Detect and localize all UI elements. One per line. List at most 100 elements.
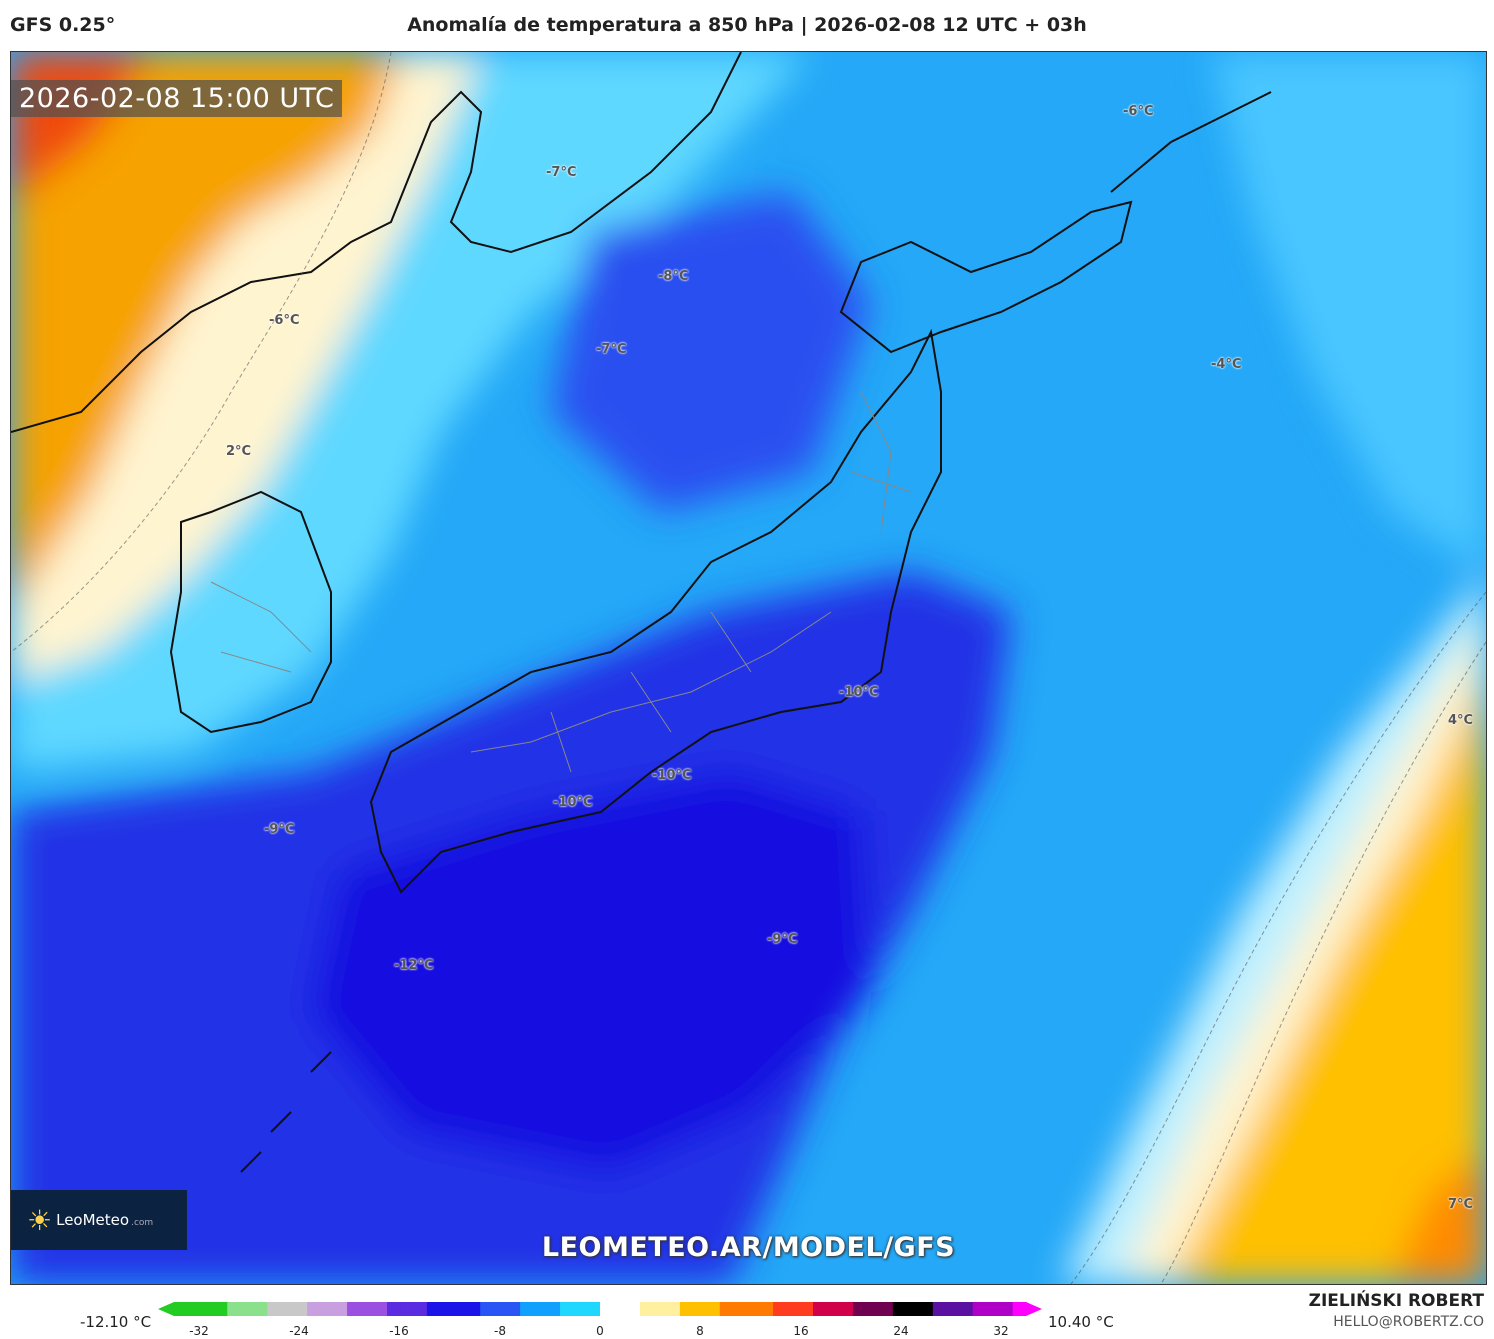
colorbar-segment: [373, 1302, 388, 1316]
colorbar-segment: [320, 1302, 335, 1316]
map-label: 7°C: [1448, 1197, 1474, 1212]
prefecture-borders: [210, 391, 912, 773]
colorbar-segment: [493, 1302, 508, 1316]
colorbar-segment: [1012, 1302, 1027, 1316]
colorbar: [158, 1302, 1042, 1316]
source-watermark: LEOMETEO.AR/MODEL/GFS: [541, 1232, 956, 1263]
scale-max-label: 10.40 °C: [1048, 1313, 1114, 1331]
colorbar-segment: [946, 1302, 961, 1316]
colorbar-segment: [573, 1302, 588, 1316]
colorbar-segment: [972, 1302, 987, 1316]
colorbar-segment: [560, 1302, 574, 1316]
map-title: Anomalía de temperatura a 850 hPa | 2026…: [407, 14, 1087, 36]
colorbar-segment: [932, 1302, 947, 1316]
colorbar-segment: [586, 1302, 601, 1316]
colorbar-tick: -8: [494, 1324, 506, 1338]
sun-icon: ☀: [27, 1203, 53, 1237]
colorbar-segment: [280, 1302, 295, 1316]
colorbar-segment: [959, 1302, 974, 1316]
colorbar-segment: [653, 1302, 668, 1316]
map-canvas: [11, 52, 1486, 1284]
colorbar-segment: [440, 1302, 455, 1316]
colorbar-tick: -32: [189, 1324, 209, 1338]
contour-lines: [11, 52, 1486, 1284]
colorbar-segment: [267, 1302, 282, 1316]
map-label: 2°C: [226, 444, 252, 459]
map-label: 4°C: [1448, 713, 1474, 728]
map-label: -6°C: [269, 313, 300, 328]
valid-time-badge: 2026-02-08 15:00 UTC: [11, 80, 343, 117]
colorbar-tick: 0: [596, 1324, 604, 1338]
colorbar-segment: [360, 1302, 375, 1316]
colorbar-segment: [400, 1302, 415, 1316]
colorbar-tick: -16: [389, 1324, 409, 1338]
colorbar-segment: [253, 1302, 268, 1316]
colorbar-segment: [187, 1302, 202, 1316]
colorbar-tick: 8: [696, 1324, 704, 1338]
colorbar-min-arrow: [158, 1302, 174, 1316]
colorbar-max-arrow: [1026, 1302, 1042, 1316]
colorbar-segment: [986, 1302, 1000, 1316]
leometeo-logo[interactable]: ☀ LeoMeteo .com: [11, 1190, 187, 1250]
colorbar-tick: 16: [793, 1324, 809, 1338]
colorbar-segment: [679, 1302, 694, 1316]
colorbar-segment: [773, 1302, 787, 1316]
colorbar-segment: [293, 1302, 308, 1316]
colorbar-segment: [480, 1302, 495, 1316]
colorbar-segment: [387, 1302, 401, 1316]
colorbar-segment: [453, 1302, 468, 1316]
colorbar-segment: [733, 1302, 748, 1316]
colorbar-segment: [746, 1302, 761, 1316]
colorbar-segment: [413, 1302, 428, 1316]
colorbar-segment: [892, 1302, 907, 1316]
colorbar-segment: [866, 1302, 881, 1316]
colorbar-segment: [906, 1302, 921, 1316]
map-label: -9°C: [767, 932, 798, 947]
colorbar-segment: [213, 1302, 228, 1316]
colorbar-segment: [826, 1302, 841, 1316]
colorbar-tick: 32: [993, 1324, 1009, 1338]
colorbar-segment: [466, 1302, 481, 1316]
temperature-anomaly-map[interactable]: 2026-02-08 15:00 UTC -6°C -7°C -8°C -7°C…: [10, 51, 1487, 1285]
colorbar-segment: [600, 1302, 614, 1316]
scale-min-label: -12.10 °C: [80, 1313, 152, 1331]
colorbar-segment: [520, 1302, 535, 1316]
author-email[interactable]: HELLO@ROBERTZ.CO: [1333, 1314, 1484, 1330]
colorbar-segment: [879, 1302, 894, 1316]
logo-suffix: .com: [131, 1217, 154, 1228]
colorbar-segment: [626, 1302, 641, 1316]
colorbar-segment: [240, 1302, 255, 1316]
colorbar-segment: [666, 1302, 681, 1316]
colorbar-segment: [693, 1302, 708, 1316]
colorbar-segment: [719, 1302, 734, 1316]
colorbar-segment: [333, 1302, 348, 1316]
colorbar-segment: [533, 1302, 548, 1316]
colorbar-segment: [799, 1302, 814, 1316]
model-label: GFS 0.25°: [10, 14, 116, 36]
colorbar-segment: [613, 1302, 628, 1316]
colorbar-segment: [999, 1302, 1014, 1316]
colorbar-segment: [786, 1302, 801, 1316]
colorbar-segment: [759, 1302, 774, 1316]
map-label: -9°C: [264, 822, 295, 837]
map-label: -6°C: [1123, 104, 1154, 119]
colorbar-segment: [307, 1302, 322, 1316]
colorbar-segment: [919, 1302, 934, 1316]
coastlines: [11, 52, 1272, 1173]
map-label: -4°C: [1211, 357, 1242, 372]
colorbar-segment: [506, 1302, 521, 1316]
map-label: -10°C: [839, 685, 879, 700]
colorbar-segment: [347, 1302, 361, 1316]
map-label: -8°C: [658, 269, 689, 284]
map-label: -7°C: [596, 342, 627, 357]
colorbar-segment: [813, 1302, 827, 1316]
map-label: -10°C: [553, 795, 593, 810]
colorbar-segment: [839, 1302, 854, 1316]
colorbar-segment: [426, 1302, 441, 1316]
logo-text: LeoMeteo: [56, 1211, 130, 1229]
colorbar-segment: [227, 1302, 242, 1316]
author-name: ZIELIŃSKI ROBERT: [1308, 1291, 1484, 1311]
colorbar-segment: [174, 1302, 188, 1316]
colorbar-segment: [200, 1302, 215, 1316]
colorbar-tick: -24: [289, 1324, 309, 1338]
